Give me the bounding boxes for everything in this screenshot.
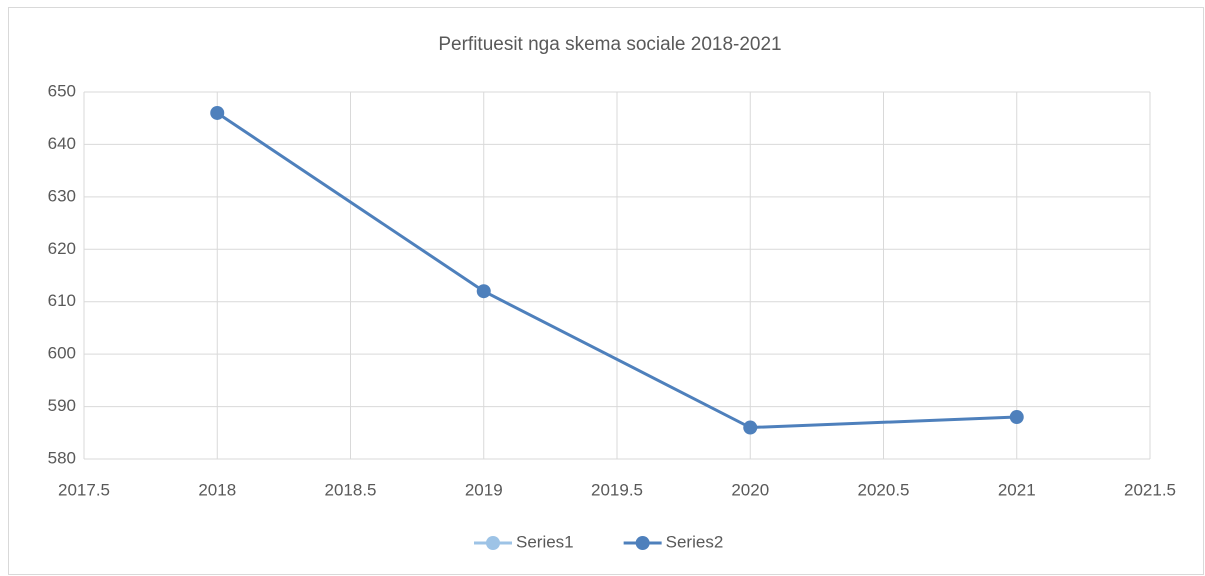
- legend-marker: [486, 536, 500, 550]
- y-tick-label: 590: [48, 396, 76, 415]
- y-tick-label: 580: [48, 448, 76, 467]
- legend-label: Series1: [516, 532, 574, 551]
- legend-label: Series2: [666, 532, 724, 551]
- x-tick-label: 2020.5: [858, 480, 910, 499]
- x-tick-label: 2019: [465, 480, 503, 499]
- y-tick-label: 640: [48, 134, 76, 153]
- x-tick-label: 2021.5: [1124, 480, 1176, 499]
- data-point: [210, 105, 225, 120]
- data-point: [743, 420, 758, 435]
- x-tick-label: 2017.5: [58, 480, 110, 499]
- x-tick-label: 2020: [731, 480, 769, 499]
- x-tick-label: 2021: [998, 480, 1036, 499]
- x-tick-label: 2018: [198, 480, 236, 499]
- y-tick-label: 650: [48, 81, 76, 100]
- chart-border: [8, 7, 1204, 575]
- data-point: [476, 284, 491, 299]
- x-tick-label: 2019.5: [591, 480, 643, 499]
- y-tick-label: 630: [48, 186, 76, 205]
- y-tick-label: 600: [48, 344, 76, 363]
- series-line: [216, 111, 1017, 430]
- chart-title: Perfituesit nga skema sociale 2018-2021: [438, 34, 781, 55]
- y-tick-label: 620: [48, 239, 76, 258]
- legend-marker: [635, 536, 650, 550]
- x-tick-label: 2018.5: [325, 480, 377, 499]
- data-point: [1009, 410, 1024, 425]
- y-tick-label: 610: [48, 291, 76, 310]
